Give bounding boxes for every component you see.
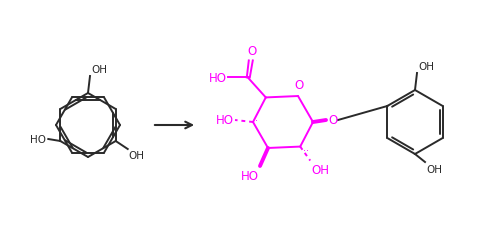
Text: OH: OH [129,150,144,160]
Text: OH: OH [426,164,442,174]
Text: OH: OH [418,62,434,72]
Text: HO: HO [209,72,227,85]
Text: O: O [328,114,337,127]
Text: HO: HO [30,134,46,144]
Text: O: O [294,79,304,92]
Text: ··: ·· [303,146,309,156]
Text: OH: OH [311,163,329,176]
Text: HO: HO [241,169,259,182]
Text: ··: ·· [252,116,258,126]
Text: HO: HO [216,114,234,127]
Text: OH: OH [91,65,107,75]
Text: O: O [247,45,256,58]
